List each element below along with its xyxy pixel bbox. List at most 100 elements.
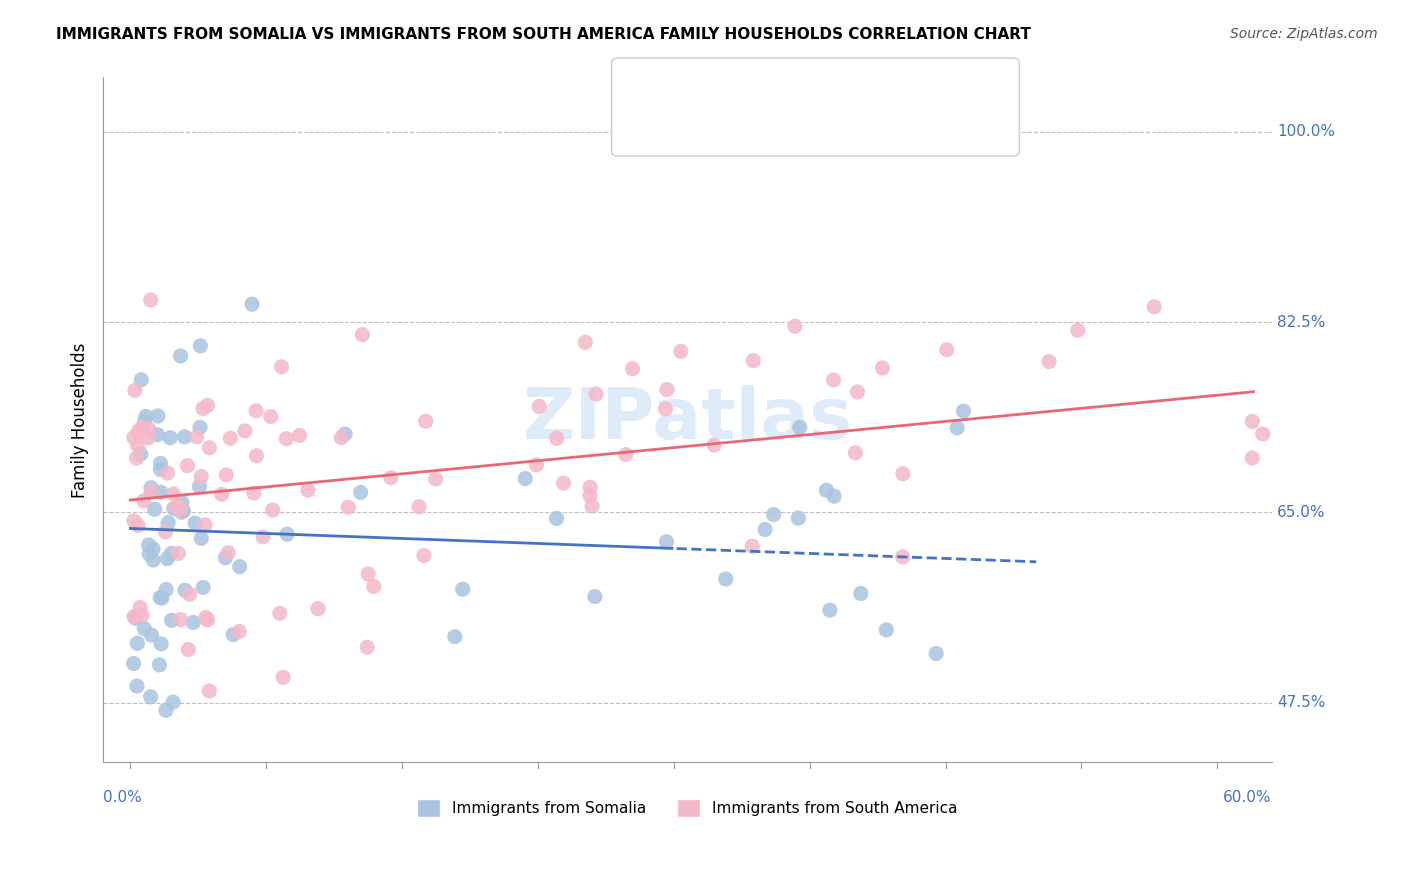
Point — [703, 438, 725, 452]
Point — [243, 486, 266, 500]
Point — [131, 420, 153, 434]
Point — [142, 553, 165, 567]
Point — [1241, 450, 1264, 465]
Point — [190, 339, 212, 353]
Point — [169, 349, 191, 363]
Point — [139, 690, 162, 704]
Point — [138, 538, 160, 552]
Point — [127, 636, 149, 650]
Point — [170, 505, 193, 519]
Point — [823, 373, 845, 387]
Point — [150, 637, 173, 651]
Point — [1354, 300, 1376, 314]
Point — [170, 495, 193, 509]
Point — [815, 483, 838, 498]
Point — [122, 609, 145, 624]
Point — [415, 414, 437, 428]
Point — [741, 539, 763, 553]
Point — [583, 590, 606, 604]
Point — [176, 458, 198, 473]
Text: 65.0%: 65.0% — [1277, 505, 1326, 520]
Point — [330, 431, 353, 445]
Point — [173, 430, 195, 444]
Point — [276, 432, 298, 446]
Text: Source: ZipAtlas.com: Source: ZipAtlas.com — [1230, 27, 1378, 41]
Point — [789, 420, 811, 434]
Point — [574, 335, 596, 350]
Point — [124, 611, 146, 625]
Point — [134, 415, 156, 429]
Point — [122, 657, 145, 671]
Point — [669, 344, 692, 359]
Point — [762, 508, 785, 522]
Point — [276, 527, 298, 541]
Point — [163, 501, 186, 516]
Point — [149, 456, 172, 470]
Point — [127, 518, 149, 533]
Point — [167, 546, 190, 560]
Point — [211, 487, 233, 501]
Point — [127, 438, 149, 452]
Point — [935, 343, 957, 357]
Point — [451, 582, 474, 597]
Point — [191, 581, 214, 595]
Point — [198, 684, 221, 698]
Point — [146, 409, 169, 423]
Point — [134, 622, 156, 636]
Point — [849, 586, 872, 600]
Point — [129, 447, 152, 461]
Point — [150, 591, 173, 606]
Point — [823, 489, 845, 503]
Point — [155, 582, 177, 597]
Point — [122, 514, 145, 528]
Point — [260, 409, 283, 424]
Point — [546, 431, 568, 445]
Point — [155, 703, 177, 717]
Point — [188, 480, 211, 494]
Point — [129, 600, 152, 615]
Point — [169, 613, 191, 627]
Point — [125, 679, 148, 693]
Point — [197, 398, 219, 412]
Point — [614, 448, 637, 462]
Point — [197, 613, 219, 627]
Point — [655, 534, 678, 549]
Point — [188, 420, 211, 434]
Point — [143, 502, 166, 516]
Point — [872, 361, 894, 376]
Point — [146, 427, 169, 442]
Point — [754, 523, 776, 537]
Point — [219, 431, 242, 445]
Text: 60.0%: 60.0% — [1223, 789, 1271, 805]
Point — [245, 449, 267, 463]
Text: ■: ■ — [640, 117, 661, 136]
Point — [271, 670, 294, 684]
Point — [149, 591, 172, 605]
Point — [167, 500, 190, 515]
Point — [139, 293, 162, 307]
Point — [169, 502, 191, 516]
Text: 0.0%: 0.0% — [103, 789, 142, 805]
Y-axis label: Family Households: Family Households — [72, 343, 89, 498]
Point — [307, 601, 329, 615]
Point — [240, 297, 263, 311]
Point — [844, 446, 866, 460]
Point — [925, 647, 948, 661]
Point — [155, 524, 177, 539]
Point — [891, 549, 914, 564]
Point — [413, 549, 436, 563]
Point — [783, 319, 806, 334]
Point — [228, 559, 250, 574]
Point — [349, 485, 371, 500]
Point — [654, 401, 676, 416]
Point — [714, 572, 737, 586]
Point — [333, 427, 356, 442]
Point — [443, 630, 465, 644]
Point — [787, 511, 810, 525]
Text: 47.5%: 47.5% — [1277, 695, 1326, 710]
Point — [149, 462, 172, 476]
Point — [363, 579, 385, 593]
Point — [1319, 251, 1341, 265]
Point — [191, 401, 214, 416]
Point — [156, 466, 179, 480]
